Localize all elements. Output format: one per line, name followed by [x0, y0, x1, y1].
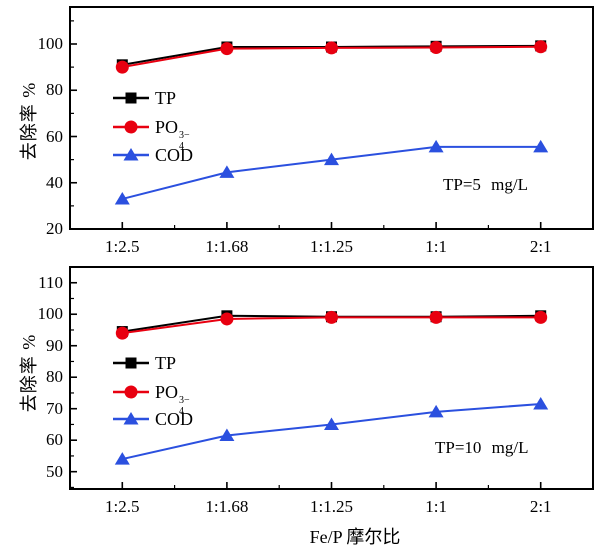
x-tick-label: 2:1	[529, 237, 552, 256]
y-tick-label: 40	[46, 172, 63, 192]
marker-triangle-icon	[219, 165, 235, 178]
chart-panel-1	[69, 266, 594, 490]
marker-square-icon	[125, 357, 137, 369]
y-tick-label: 70	[46, 398, 63, 418]
marker-triangle-icon	[533, 139, 549, 153]
y-tick-label: 100	[37, 34, 64, 53]
plot-frame	[69, 6, 594, 230]
marker-triangle-icon	[114, 191, 130, 205]
annotation-tp5: TP=5 mg/L	[443, 175, 529, 194]
y-tick-label: 80	[46, 367, 63, 387]
y-tick-label: 60	[46, 430, 63, 450]
marker-triangle-icon	[428, 139, 444, 153]
x-tick-label: 1:1.68	[205, 497, 249, 516]
x-tick-label: 1:1.25	[310, 497, 353, 516]
legend-label-cod: COD	[155, 145, 194, 165]
marker-circle-icon	[325, 41, 338, 55]
x-tick-label: 2:1	[529, 497, 552, 516]
y-tick-label: 110	[38, 272, 63, 292]
marker-circle-icon	[124, 120, 138, 134]
marker-circle-icon	[534, 40, 548, 54]
marker-square-icon	[125, 92, 137, 104]
chart-panel-0	[69, 6, 594, 230]
x-tick-label: 1:1	[425, 237, 447, 256]
x-tick-label: 1:2.5	[105, 497, 140, 516]
x-tick-label: 1:1.25	[310, 237, 353, 256]
marker-circle-icon	[220, 42, 234, 56]
marker-triangle-icon	[114, 452, 130, 465]
legend-label-tp: TP	[155, 353, 177, 373]
legend-label-cod: COD	[155, 409, 194, 429]
marker-circle-icon	[429, 310, 443, 324]
x-tick-label: 1:1.68	[205, 237, 249, 256]
marker-circle-icon	[124, 385, 138, 399]
x-tick-label: 1:1	[425, 497, 447, 516]
marker-triangle-icon	[324, 417, 339, 430]
marker-circle-icon	[534, 310, 548, 324]
legend-label-po4: PO 3− 4	[155, 117, 190, 152]
marker-circle-icon	[429, 40, 443, 54]
marker-circle-icon	[220, 312, 234, 326]
y-tick-label: 100	[37, 304, 64, 324]
marker-triangle-icon	[123, 148, 139, 161]
marker-triangle-icon	[533, 396, 549, 410]
x-axis-title: Fe/P 摩尔比	[309, 527, 401, 547]
y-tick-label: 20	[46, 219, 63, 238]
annotation-tp10: TP=10 mg/L	[435, 438, 529, 457]
y-tick-label: 50	[46, 461, 63, 481]
marker-circle-icon	[115, 60, 129, 74]
x-tick-label: 1:2.5	[105, 237, 140, 256]
marker-triangle-icon	[428, 404, 444, 418]
marker-triangle-icon	[219, 428, 235, 441]
legend-label-tp: TP	[155, 88, 177, 108]
y-tick-label: 60	[46, 126, 63, 146]
marker-triangle-icon	[123, 412, 139, 425]
y-tick-label: 80	[46, 80, 63, 100]
marker-triangle-icon	[324, 152, 339, 166]
y-tick-label: 90	[46, 335, 63, 355]
marker-circle-icon	[325, 310, 338, 324]
legend-label-po4: PO 3− 4	[155, 382, 190, 417]
marker-circle-icon	[115, 326, 129, 340]
